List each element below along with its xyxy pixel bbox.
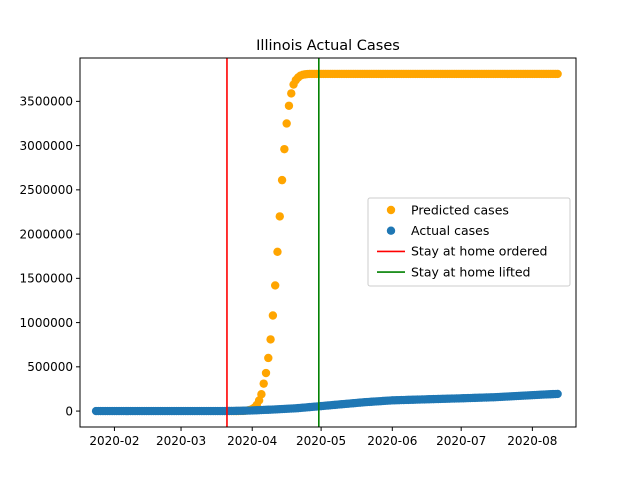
- data-point: [259, 379, 268, 388]
- legend-label: Predicted cases: [411, 202, 509, 217]
- data-point: [282, 119, 291, 128]
- data-point: [273, 247, 282, 256]
- x-tick-label: 2020-03: [156, 434, 206, 448]
- plot-area: [91, 58, 562, 427]
- x-tick-label: 2020-04: [227, 434, 277, 448]
- data-point: [268, 311, 278, 320]
- data-point: [257, 390, 266, 399]
- data-point: [553, 69, 562, 79]
- data-point: [261, 368, 271, 378]
- x-tick-label: 2020-06: [367, 434, 417, 448]
- legend-box: [367, 197, 571, 287]
- legend-entry: Stay at home ordered: [377, 244, 548, 259]
- axes: 2020-02 2020-03 2020-04 2020-05 2020-06 2020-…: [20, 57, 577, 448]
- data-point: [277, 175, 287, 185]
- legend-entry: Predicted cases: [386, 202, 509, 217]
- y-tick-label: 3000000: [20, 139, 73, 153]
- legend-marker: [386, 205, 396, 215]
- legend-label: Stay at home lifted: [411, 264, 530, 279]
- x-tick-label: 2020-08: [507, 434, 557, 448]
- x-tick-label: 2020-07: [436, 434, 486, 448]
- legend-label: Actual cases: [411, 223, 489, 238]
- chart-title: Illinois Actual Cases: [256, 38, 400, 54]
- y-tick-label: 2000000: [20, 227, 73, 241]
- series-1-points: [91, 389, 562, 416]
- data-point: [264, 353, 273, 363]
- y-tick-label: 500000: [27, 360, 73, 374]
- data-point: [553, 389, 562, 399]
- legend-marker: [386, 226, 396, 235]
- data-point: [266, 335, 275, 344]
- data-point: [287, 89, 296, 98]
- y-tick-label: 1000000: [20, 316, 73, 330]
- legend: Predicted cases Actual cases Stay at home …: [367, 197, 571, 287]
- x-tick-label: 2020-05: [296, 434, 346, 448]
- axes-frame: [79, 57, 577, 428]
- data-point: [275, 212, 284, 221]
- y-tick-label: 0: [65, 404, 73, 418]
- legend-entry: Stay at home lifted: [377, 264, 530, 279]
- x-tick-label: 2020-02: [89, 434, 139, 448]
- data-point: [284, 101, 294, 110]
- y-tick-label: 3500000: [20, 95, 73, 109]
- data-point: [270, 281, 280, 290]
- y-tick-label: 1500000: [20, 272, 73, 286]
- legend-entry: Actual cases: [386, 223, 489, 238]
- y-tick-label: 2500000: [20, 183, 73, 197]
- data-point: [280, 144, 289, 154]
- legend-label: Stay at home ordered: [411, 244, 548, 259]
